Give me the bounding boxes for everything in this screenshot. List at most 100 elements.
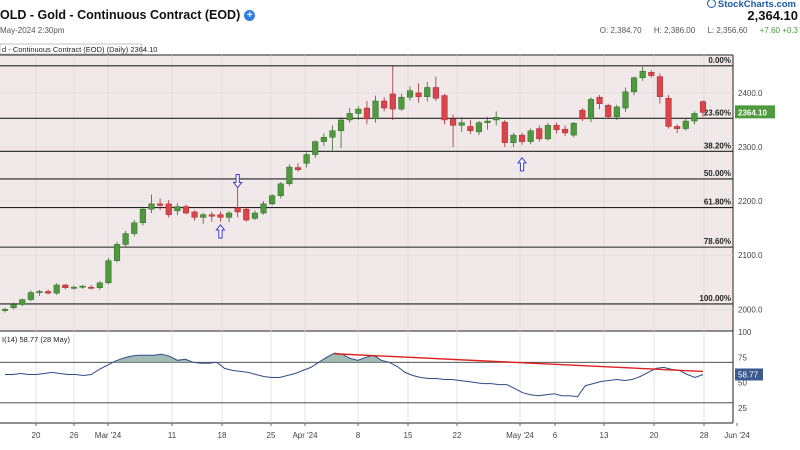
indicator-y-tick-label: 50	[738, 379, 747, 388]
candle-body	[269, 195, 276, 205]
fib-level-label: 38.20%	[704, 141, 731, 150]
candle-body	[62, 284, 69, 288]
candle-body	[182, 206, 190, 214]
x-tick-label: 28	[700, 431, 709, 440]
candle-body	[191, 211, 198, 218]
fib-level-label: 61.80%	[704, 198, 731, 207]
candle-body	[346, 113, 353, 121]
candle-body	[355, 108, 362, 114]
candle-body	[398, 96, 405, 110]
stockcharts-logo-icon	[706, 0, 716, 8]
candle-body	[691, 113, 698, 122]
rsi-value-tag	[735, 368, 763, 381]
candle-body	[338, 119, 345, 132]
indicator-y-tick-label: 100	[738, 328, 752, 337]
y-tick-label: 2000.0	[738, 305, 763, 314]
candle-body	[544, 125, 551, 140]
indicator-y-tick-label: 75	[738, 353, 747, 362]
candle-body	[406, 90, 414, 98]
candle-body	[225, 212, 233, 218]
chart-title-text: OLD - Gold - Continuous Contract (EOD)	[0, 8, 241, 22]
fib-level-label: 0.00%	[708, 56, 731, 65]
candle-body	[122, 233, 129, 245]
candle-body	[475, 122, 483, 133]
candle-body	[699, 101, 707, 113]
chart-title: OLD - Gold - Continuous Contract (EOD) +	[0, 8, 256, 22]
candle-body	[381, 100, 388, 109]
candle-body	[79, 285, 86, 288]
candle-body	[53, 284, 60, 294]
candle-body	[656, 76, 663, 97]
candle-body	[234, 207, 241, 213]
candle-body	[389, 93, 396, 110]
chart-header: OLD - Gold - Continuous Contract (EOD) + …	[0, 0, 800, 40]
chart-timestamp: May-2024 2:30pm	[0, 26, 65, 35]
candle-body	[105, 260, 112, 284]
y-tick-label: 2400.0	[738, 89, 763, 98]
candle-body	[131, 222, 138, 234]
rsi-line	[5, 352, 704, 398]
candle-body	[320, 137, 327, 142]
candle-body	[622, 91, 629, 109]
candle-body	[372, 100, 379, 120]
candle-body	[501, 121, 508, 143]
candle-body	[113, 244, 121, 261]
candle-body	[665, 98, 672, 127]
candle-body	[527, 130, 534, 142]
info-icon[interactable]: +	[244, 10, 256, 21]
price-chart[interactable]: 20 26 Mar '24 11 18 25 Apr '24 8 15 22 May '24 6 13 2…	[0, 40, 800, 450]
high-value: H: 2,386.00	[653, 26, 696, 35]
x-tick-label: 15	[404, 431, 413, 440]
candle-body	[450, 118, 457, 126]
candle-body	[139, 208, 146, 224]
x-tick-label: 20	[650, 431, 659, 440]
y-tick-label: 2200.0	[738, 197, 763, 206]
candle-body	[96, 282, 103, 288]
price-panel-background	[0, 55, 733, 331]
x-tick-label: 8	[356, 431, 361, 440]
candle-body	[329, 130, 336, 138]
candle-body	[518, 134, 526, 142]
candle-body	[432, 87, 439, 99]
x-tick-label: 18	[218, 431, 227, 440]
candle-body	[286, 166, 293, 185]
candle-body	[294, 167, 302, 170]
candle-body	[165, 203, 172, 215]
candle-body	[260, 203, 267, 214]
candle-body	[596, 96, 603, 104]
last-price-tag-label: 2364.10	[738, 108, 767, 117]
candle-body	[148, 203, 155, 210]
x-tick-label: 26	[70, 431, 79, 440]
ohlc-readout: O: 2,384.70 H: 2,386.00 L: 2,356.60 +7.6…	[590, 26, 798, 35]
brand-logo[interactable]: StockCharts.com	[706, 0, 796, 10]
x-tick-label: 20	[32, 431, 41, 440]
candle-body	[648, 72, 655, 76]
candle-body	[200, 214, 207, 218]
candle-body	[312, 141, 319, 155]
candle-body	[579, 109, 586, 120]
fib-level-label: 23.60%	[704, 108, 731, 117]
candle-body	[484, 120, 491, 123]
candle-body	[36, 291, 43, 293]
x-tick-label: 22	[453, 431, 462, 440]
x-tick-label: 25	[267, 431, 276, 440]
fib-level-label: 78.60%	[704, 237, 731, 246]
x-tick-label: Apr '24	[292, 431, 318, 440]
indicator-y-tick-label: 25	[738, 404, 747, 413]
candle-body	[570, 122, 577, 136]
candle-body	[243, 208, 250, 221]
last-price: 2,364.10	[747, 8, 798, 23]
x-tick-label: Jun '24	[724, 431, 750, 440]
candle-body	[10, 304, 17, 308]
x-tick-label: 11	[168, 431, 177, 440]
arrow-up-icon	[215, 224, 226, 239]
candle-body	[613, 106, 620, 117]
candle-body	[157, 203, 164, 206]
candle-body	[27, 292, 34, 300]
candle-body	[458, 122, 465, 126]
candle-body	[424, 87, 431, 97]
candle-body	[493, 116, 500, 121]
indicator-legend: I(14) 58.77 (28 May)	[2, 335, 70, 344]
arrow-up-icon	[516, 157, 528, 172]
candle-body	[277, 183, 284, 196]
